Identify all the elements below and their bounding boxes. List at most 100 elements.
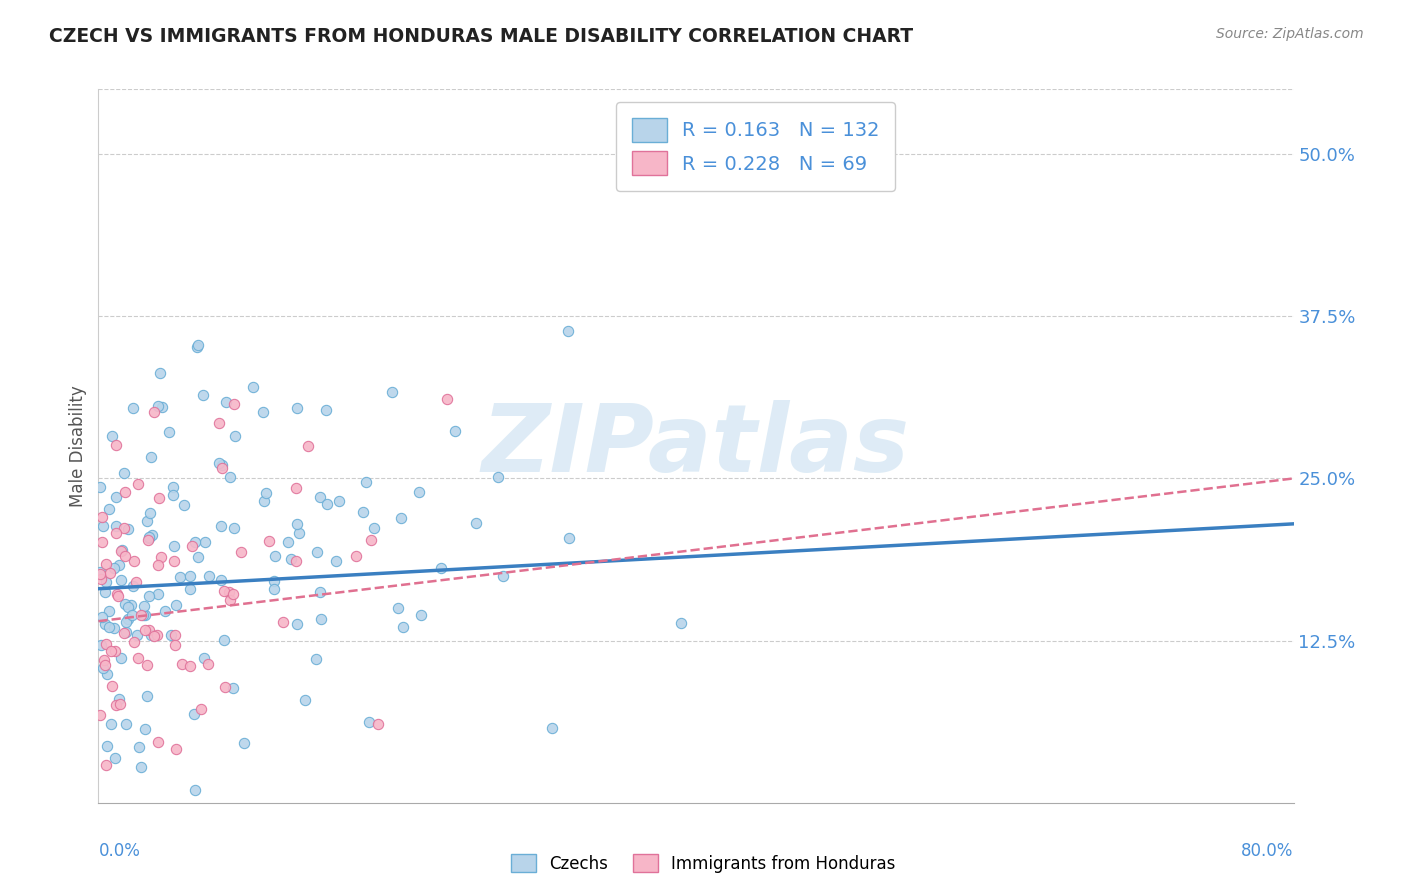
Point [669, 615, 692, 630]
Point [136, 515, 159, 529]
Point [486, 469, 509, 483]
Point [96, 575, 118, 590]
Point [162, 488, 184, 502]
Point [104, 644, 127, 658]
Point [357, 714, 380, 729]
Point [90, 609, 112, 624]
Point [120, 598, 142, 612]
Point [89, 707, 111, 722]
Point [315, 403, 337, 417]
Point [101, 429, 124, 443]
Point [105, 438, 128, 452]
Point [117, 522, 139, 536]
Point [408, 485, 430, 500]
Point [100, 644, 122, 658]
Point [98, 620, 121, 634]
Point [149, 549, 172, 564]
Text: Source: ZipAtlas.com: Source: ZipAtlas.com [1216, 27, 1364, 41]
Text: 0.0%: 0.0% [98, 842, 141, 860]
Point [108, 697, 131, 711]
Point [94, 557, 117, 571]
Point [436, 392, 458, 406]
Point [187, 550, 209, 565]
Point [104, 525, 127, 540]
Point [141, 628, 163, 642]
Point [360, 533, 382, 548]
Legend: Czechs, Immigrants from Honduras: Czechs, Immigrants from Honduras [503, 847, 903, 880]
Point [104, 490, 127, 504]
Point [165, 599, 187, 613]
Point [105, 698, 128, 713]
Y-axis label: Male Disability: Male Disability [69, 385, 87, 507]
Point [309, 491, 332, 505]
Point [179, 582, 201, 596]
Point [354, 475, 377, 490]
Point [134, 623, 156, 637]
Point [381, 385, 404, 400]
Point [127, 477, 149, 491]
Point [328, 494, 350, 508]
Point [125, 627, 148, 641]
Point [108, 692, 131, 706]
Point [146, 399, 169, 413]
Point [94, 637, 117, 651]
Point [121, 607, 143, 622]
Point [363, 521, 385, 535]
Point [94, 616, 117, 631]
Point [112, 626, 135, 640]
Point [307, 545, 329, 559]
Point [430, 561, 453, 575]
Point [259, 534, 281, 549]
Point [540, 721, 562, 735]
Point [114, 484, 136, 499]
Point [122, 401, 145, 415]
Point [103, 561, 125, 575]
Point [211, 458, 233, 473]
Point [163, 553, 186, 567]
Point [93, 584, 115, 599]
Point [316, 497, 339, 511]
Point [263, 574, 285, 588]
Point [411, 608, 433, 623]
Point [214, 395, 236, 409]
Point [97, 605, 120, 619]
Point [138, 530, 160, 544]
Point [153, 604, 176, 618]
Point [163, 628, 186, 642]
Point [271, 615, 294, 629]
Point [183, 535, 205, 549]
Point [117, 600, 139, 615]
Text: CZECH VS IMMIGRANTS FROM HONDURAS MALE DISABILITY CORRELATION CHART: CZECH VS IMMIGRANTS FROM HONDURAS MALE D… [49, 27, 914, 45]
Point [139, 506, 162, 520]
Point [142, 405, 165, 419]
Point [387, 600, 409, 615]
Point [150, 400, 173, 414]
Point [122, 554, 145, 568]
Point [122, 579, 145, 593]
Point [96, 739, 118, 753]
Point [134, 599, 156, 613]
Point [90, 510, 112, 524]
Point [280, 551, 302, 566]
Point [277, 535, 299, 549]
Point [98, 566, 121, 581]
Point [103, 621, 125, 635]
Point [159, 425, 181, 439]
Point [89, 480, 111, 494]
Point [187, 338, 209, 352]
Point [186, 339, 208, 353]
Point [212, 584, 235, 599]
Point [107, 558, 129, 572]
Point [219, 593, 242, 607]
Point [97, 501, 120, 516]
Point [224, 397, 246, 411]
Point [134, 722, 156, 736]
Point [125, 575, 148, 590]
Point [145, 627, 167, 641]
Point [284, 481, 307, 495]
Point [146, 558, 169, 572]
Point [117, 612, 139, 626]
Point [181, 539, 204, 553]
Point [93, 658, 115, 673]
Point [179, 569, 201, 583]
